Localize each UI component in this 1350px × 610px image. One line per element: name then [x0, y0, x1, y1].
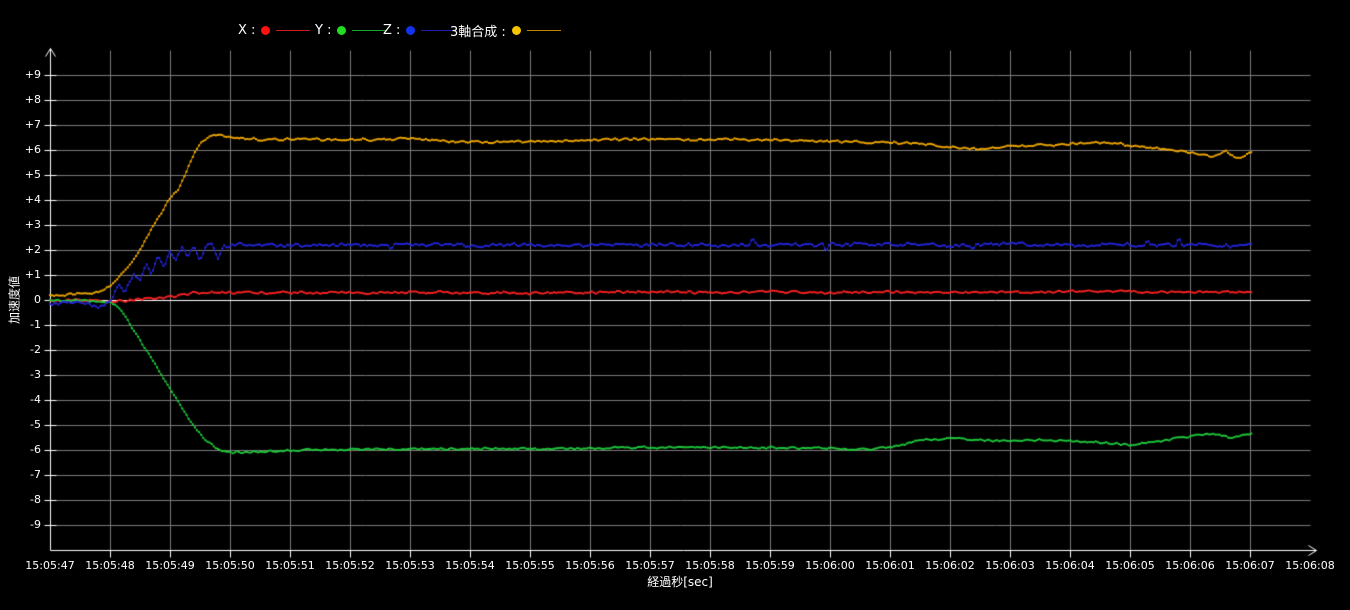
legend-line-z-icon — [421, 29, 456, 31]
x-tick-label: 15:05:54 — [445, 559, 495, 572]
y-tick-label: -1 — [30, 318, 41, 331]
y-tick-label: -2 — [30, 343, 41, 356]
x-tick-label: 15:05:48 — [85, 559, 135, 572]
y-tick-label: -3 — [30, 368, 41, 381]
legend-item-composite: 3軸合成 : — [450, 21, 561, 40]
x-tick-label: 15:05:47 — [25, 559, 75, 572]
x-tick-label: 15:06:05 — [1105, 559, 1155, 572]
y-tick-label: +4 — [24, 193, 41, 206]
x-tick-label: 15:06:04 — [1045, 559, 1095, 572]
x-tick-label: 15:06:02 — [925, 559, 975, 572]
y-tick-label: +2 — [24, 243, 41, 256]
y-tick-label: +5 — [24, 168, 41, 181]
x-tick-label: 15:06:01 — [865, 559, 915, 572]
legend-item-x: X : — [238, 21, 311, 39]
x-tick-label: 15:05:50 — [205, 559, 255, 572]
x-tick-label: 15:06:03 — [985, 559, 1035, 572]
legend-line-x-icon — [276, 29, 311, 31]
x-axis-title: 経過秒[sec] — [647, 575, 713, 589]
x-tick-label: 15:05:51 — [265, 559, 315, 572]
x-tick-label: 15:05:53 — [385, 559, 435, 572]
legend-line-composite-icon — [526, 29, 561, 31]
x-tick-label: 15:06:06 — [1165, 559, 1215, 572]
legend-label-y: Y : — [315, 22, 332, 38]
x-tick-label: 15:06:07 — [1225, 559, 1275, 572]
x-tick-label: 15:06:08 — [1285, 559, 1335, 572]
legend-marker-composite-icon — [511, 25, 521, 35]
legend-label-x: X : — [238, 22, 256, 38]
x-tick-label: 15:05:57 — [625, 559, 675, 572]
y-tick-label: -9 — [30, 518, 41, 531]
y-tick-label: -7 — [30, 468, 41, 481]
legend-item-z: Z : — [383, 21, 456, 39]
y-tick-label: -6 — [30, 443, 41, 456]
x-tick-label: 15:05:49 — [145, 559, 195, 572]
legend-label-z: Z : — [383, 22, 401, 38]
x-tick-label: 15:05:56 — [565, 559, 615, 572]
legend-line-y-icon — [352, 29, 387, 31]
y-tick-label: -8 — [30, 493, 41, 506]
y-tick-label: +7 — [24, 118, 41, 131]
legend-item-y: Y : — [315, 21, 387, 39]
legend-label-composite: 3軸合成 : — [450, 24, 506, 40]
y-tick-label: +3 — [24, 218, 41, 231]
legend-marker-x-icon — [261, 25, 271, 35]
y-tick-label: 0 — [34, 293, 41, 306]
y-tick-label: -5 — [30, 418, 41, 431]
y-tick-label: +9 — [24, 68, 41, 81]
y-tick-label: +1 — [24, 268, 41, 281]
legend-marker-z-icon — [406, 25, 416, 35]
x-tick-label: 15:06:00 — [805, 559, 855, 572]
y-tick-label: +8 — [24, 93, 41, 106]
x-tick-label: 15:05:52 — [325, 559, 375, 572]
y-tick-label: +6 — [24, 143, 41, 156]
y-tick-label: -4 — [30, 393, 41, 406]
legend-marker-y-icon — [337, 25, 347, 35]
x-tick-label: 15:05:58 — [685, 559, 735, 572]
x-tick-label: 15:05:55 — [505, 559, 555, 572]
x-tick-label: 15:05:59 — [745, 559, 795, 572]
